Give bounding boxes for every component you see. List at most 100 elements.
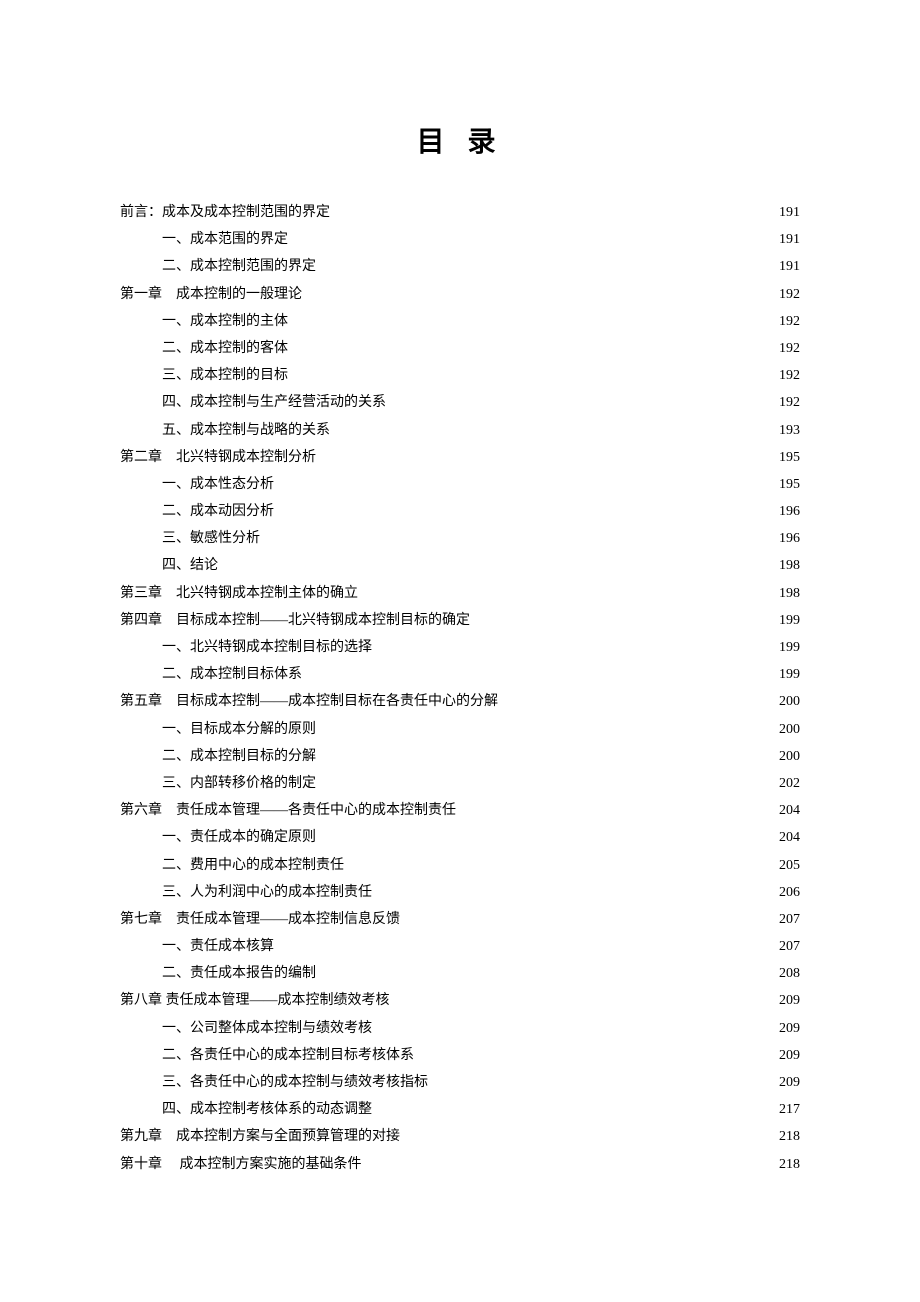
toc-entry-label: 一、目标成本分解的原则 [162, 717, 316, 742]
toc-entry-label: 一、公司整体成本控制与绩效考核 [162, 1016, 372, 1041]
toc-entry: 二、各责任中心的成本控制目标考核体系209 [120, 1043, 800, 1068]
toc-entry-label: 一、成本性态分析 [162, 472, 274, 497]
toc-entry-page: 204 [779, 825, 800, 850]
toc-entry-label: 二、成本控制目标的分解 [162, 744, 316, 769]
toc-entry-label: 一、责任成本核算 [162, 934, 274, 959]
toc-entry: 三、敏感性分析 196 [120, 526, 800, 551]
toc-entry: 第五章 目标成本控制——成本控制目标在各责任中心的分解 200 [120, 689, 800, 714]
toc-entry-page: 192 [779, 282, 800, 307]
toc-entry-page: 195 [779, 445, 800, 470]
toc-entry-label: 一、责任成本的确定原则 [162, 825, 316, 850]
toc-entry: 二、成本控制范围的界定 191 [120, 254, 800, 279]
toc-entry-page: 218 [779, 1124, 800, 1149]
toc-entry: 第三章 北兴特钢成本控制主体的确立 198 [120, 581, 800, 606]
toc-entry-page: 205 [779, 853, 800, 878]
toc-entry: 二、费用中心的成本控制责任205 [120, 853, 800, 878]
toc-entry: 第四章 目标成本控制——北兴特钢成本控制目标的确定 199 [120, 608, 800, 633]
toc-entry-label: 第九章 成本控制方案与全面预算管理的对接 [120, 1124, 400, 1149]
toc-entry-page: 195 [779, 472, 800, 497]
toc-entry-page: 199 [779, 635, 800, 660]
toc-entry-label: 第五章 目标成本控制——成本控制目标在各责任中心的分解 [120, 689, 498, 714]
toc-entry-page: 207 [779, 907, 800, 932]
toc-entry-page: 202 [779, 771, 800, 796]
toc-entry-label: 第六章 责任成本管理——各责任中心的成本控制责任 [120, 798, 456, 823]
toc-entry-page: 200 [779, 717, 800, 742]
toc-entry: 第一章 成本控制的一般理论 192 [120, 282, 800, 307]
toc-entry-label: 第七章 责任成本管理——成本控制信息反馈 [120, 907, 400, 932]
toc-entry-label: 二、成本控制范围的界定 [162, 254, 316, 279]
toc-entry-label: 五、成本控制与战略的关系 [162, 418, 330, 443]
toc-entry: 四、成本控制考核体系的动态调整217 [120, 1097, 800, 1122]
toc-entry: 二、责任成本报告的编制 208 [120, 961, 800, 986]
toc-entry-label: 一、北兴特钢成本控制目标的选择 [162, 635, 372, 660]
toc-entry: 一、成本范围的界定 191 [120, 227, 800, 252]
toc-entry-label: 前言：成本及成本控制范围的界定 [120, 200, 330, 225]
toc-entry-page: 198 [779, 581, 800, 606]
toc-entry-label: 第一章 成本控制的一般理论 [120, 282, 302, 307]
toc-entry-page: 206 [779, 880, 800, 905]
toc-entry-page: 192 [779, 336, 800, 361]
toc-entry: 三、内部转移价格的制定 202 [120, 771, 800, 796]
toc-entry: 二、成本动因分析196 [120, 499, 800, 524]
toc-entry-label: 二、各责任中心的成本控制目标考核体系 [162, 1043, 414, 1068]
toc-entry: 四、成本控制与生产经营活动的关系192 [120, 390, 800, 415]
toc-entry-page: 198 [779, 553, 800, 578]
toc-entry-label: 三、敏感性分析 [162, 526, 260, 551]
toc-entry-label: 第三章 北兴特钢成本控制主体的确立 [120, 581, 358, 606]
toc-entry-label: 四、成本控制与生产经营活动的关系 [162, 390, 386, 415]
toc-entry-page: 208 [779, 961, 800, 986]
toc-entry-label: 第十章 成本控制方案实施的基础条件 [120, 1152, 362, 1177]
toc-entry-page: 200 [779, 744, 800, 769]
toc-entry: 第七章 责任成本管理——成本控制信息反馈 207 [120, 907, 800, 932]
toc-entry: 前言：成本及成本控制范围的界定 191 [120, 200, 800, 225]
toc-entry: 四、结论 198 [120, 553, 800, 578]
toc-entry: 二、成本控制的客体192 [120, 336, 800, 361]
toc-entry: 一、公司整体成本控制与绩效考核 209 [120, 1016, 800, 1041]
toc-entry-label: 二、责任成本报告的编制 [162, 961, 316, 986]
toc-entry: 一、目标成本分解的原则 200 [120, 717, 800, 742]
toc-entry-page: 209 [779, 1016, 800, 1041]
toc-entry-label: 四、结论 [162, 553, 218, 578]
toc-entry-label: 三、人为利润中心的成本控制责任 [162, 880, 372, 905]
toc-entry-page: 191 [779, 254, 800, 279]
toc-entry-page: 192 [779, 309, 800, 334]
toc-entry: 第六章 责任成本管理——各责任中心的成本控制责任 204 [120, 798, 800, 823]
toc-entry-page: 209 [779, 988, 800, 1013]
toc-entry: 第二章 北兴特钢成本控制分析195 [120, 445, 800, 470]
toc-entry-page: 193 [779, 418, 800, 443]
toc-entry: 一、北兴特钢成本控制目标的选择 199 [120, 635, 800, 660]
toc-entry-label: 第四章 目标成本控制——北兴特钢成本控制目标的确定 [120, 608, 470, 633]
toc-entry: 三、成本控制的目标192 [120, 363, 800, 388]
toc-entry: 三、人为利润中心的成本控制责任 206 [120, 880, 800, 905]
toc-entry-page: 200 [779, 689, 800, 714]
toc-entry-label: 一、成本控制的主体 [162, 309, 288, 334]
toc-entry-page: 204 [779, 798, 800, 823]
toc-entry-label: 一、成本范围的界定 [162, 227, 288, 252]
toc-entry: 一、责任成本核算 207 [120, 934, 800, 959]
toc-entry-page: 209 [779, 1070, 800, 1095]
toc-entry: 一、责任成本的确定原则 204 [120, 825, 800, 850]
toc-title: 目 录 [120, 120, 800, 160]
toc-entry: 三、各责任中心的成本控制与绩效考核指标 209 [120, 1070, 800, 1095]
toc-entry-label: 第八章 责任成本管理——成本控制绩效考核 [120, 988, 390, 1013]
toc-entry-page: 199 [779, 608, 800, 633]
toc-entry-page: 207 [779, 934, 800, 959]
toc-entry-page: 196 [779, 526, 800, 551]
table-of-contents: 前言：成本及成本控制范围的界定191一、成本范围的界定191二、成本控制范围的界… [120, 200, 800, 1177]
toc-entry: 二、成本控制目标体系 199 [120, 662, 800, 687]
toc-entry: 五、成本控制与战略的关系 193 [120, 418, 800, 443]
toc-entry: 第九章 成本控制方案与全面预算管理的对接 218 [120, 1124, 800, 1149]
toc-entry-label: 二、成本控制目标体系 [162, 662, 302, 687]
toc-entry: 一、成本控制的主体 192 [120, 309, 800, 334]
toc-entry-page: 191 [779, 227, 800, 252]
toc-entry-page: 191 [779, 200, 800, 225]
toc-entry: 第八章 责任成本管理——成本控制绩效考核 209 [120, 988, 800, 1013]
toc-entry-page: 199 [779, 662, 800, 687]
toc-entry-label: 三、内部转移价格的制定 [162, 771, 316, 796]
toc-entry-page: 196 [779, 499, 800, 524]
toc-entry-label: 三、各责任中心的成本控制与绩效考核指标 [162, 1070, 428, 1095]
toc-entry: 一、成本性态分析 195 [120, 472, 800, 497]
toc-entry-page: 192 [779, 363, 800, 388]
toc-entry-page: 218 [779, 1152, 800, 1177]
toc-entry-page: 217 [779, 1097, 800, 1122]
